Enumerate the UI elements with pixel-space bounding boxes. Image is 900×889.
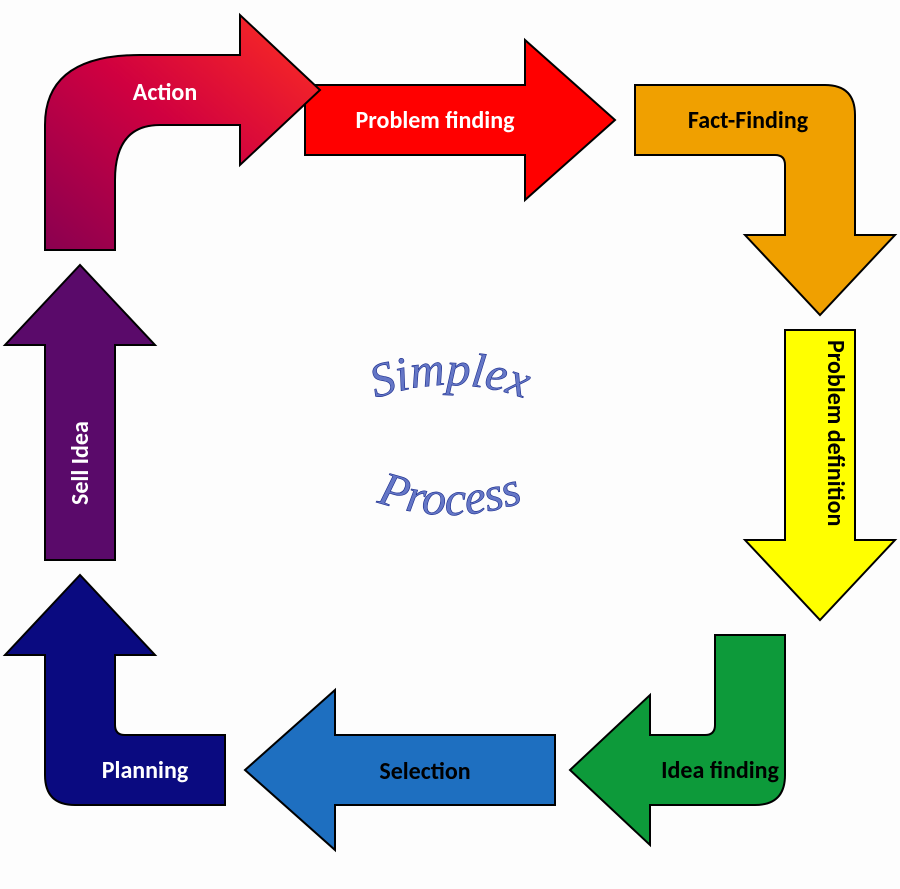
step-fact-finding: Fact-Finding (635, 85, 895, 315)
arrow-idea-finding (570, 635, 785, 845)
step-selection: Selection (245, 690, 555, 850)
arrow-action (45, 15, 320, 250)
arrow-problem-definition (745, 330, 895, 620)
step-idea-finding: Idea finding (570, 635, 785, 845)
step-problem-definition: Problem definition (745, 330, 895, 620)
label-fact-finding: Fact-Finding (688, 106, 809, 135)
label-action: Action (133, 78, 197, 107)
center-title-line2: Process (372, 462, 527, 527)
label-problem-definition: Problem definition (821, 340, 850, 526)
label-sell-idea: Sell Idea (66, 421, 95, 505)
step-sell-idea: Sell Idea (5, 265, 155, 560)
label-selection: Selection (379, 757, 470, 786)
step-planning: Planning (5, 575, 225, 805)
label-planning: Planning (102, 756, 189, 785)
step-action: Action (45, 15, 320, 250)
step-problem-finding: Problem finding (305, 40, 615, 200)
arrow-sell-idea (5, 265, 155, 560)
center-title-line1: Simplex (363, 343, 537, 409)
simplex-process-diagram: Problem finding Fact-Finding Problem def… (0, 0, 900, 889)
label-problem-finding: Problem finding (356, 106, 516, 135)
label-idea-finding: Idea finding (661, 756, 779, 785)
